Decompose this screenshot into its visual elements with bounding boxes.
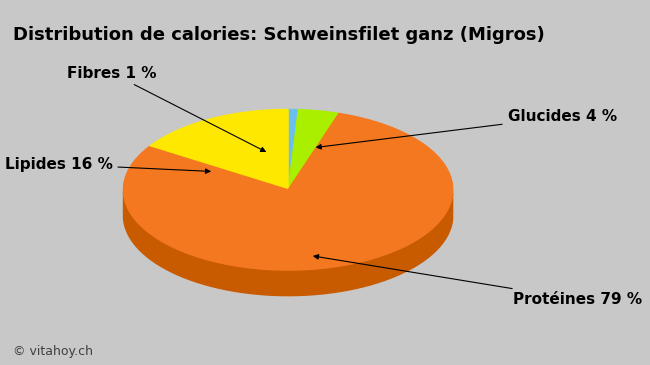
Text: Lipides 16 %: Lipides 16 % (5, 157, 210, 173)
Text: Distribution de calories: Schweinsfilet ganz (Migros): Distribution de calories: Schweinsfilet … (13, 26, 545, 43)
Polygon shape (124, 114, 453, 270)
Polygon shape (149, 110, 288, 190)
Polygon shape (124, 193, 452, 296)
Polygon shape (288, 110, 298, 190)
Text: Fibres 1 %: Fibres 1 % (67, 65, 265, 151)
Text: © vitahoy.ch: © vitahoy.ch (13, 345, 93, 358)
Text: Glucides 4 %: Glucides 4 % (317, 109, 617, 149)
Polygon shape (288, 110, 339, 190)
Text: Protéines 79 %: Protéines 79 % (314, 255, 642, 307)
